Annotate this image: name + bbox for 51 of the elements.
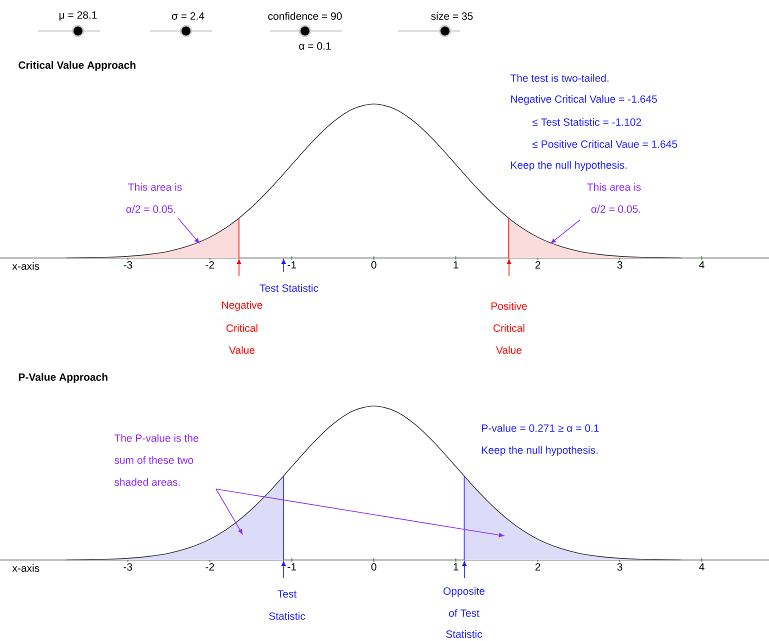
annotation: Negative Critical Value = -1.645: [511, 95, 657, 105]
annotation: ≤ Positive Critical Vaue = 1.645: [532, 140, 678, 148]
annotation: α/2 = 0.05.: [126, 205, 176, 213]
annotation: The P-value is the: [114, 434, 198, 442]
x-tick-label: 4: [699, 261, 704, 268]
chart-title: Critical Value Approach: [18, 61, 136, 71]
text: confidence = 90: [268, 12, 342, 20]
x-tick-label: 0: [371, 261, 376, 269]
annotation: P-value = 0.271 ≥ α = 0.1: [482, 424, 599, 432]
x-tick-label: 0: [371, 563, 376, 571]
text: Test Statistic: [260, 284, 318, 292]
text: Critical: [493, 324, 524, 332]
x-axis-title: x-axis: [12, 564, 40, 572]
text: Value: [496, 346, 522, 354]
text: Positive: [491, 302, 527, 310]
text: α = 0.1: [299, 42, 331, 50]
text: size = 35: [431, 12, 473, 20]
x-tick-label: 2: [535, 563, 540, 571]
text: The test is two-tailed.: [510, 74, 608, 82]
annotation: This area is: [128, 183, 182, 191]
x-tick-label: -2: [206, 563, 214, 571]
x-tick-label: 1: [454, 261, 458, 268]
x-tick-label: -2: [206, 261, 214, 269]
annotation: ≤ Test Statistic = -1.102: [532, 118, 642, 126]
x-tick-label: 1: [454, 563, 458, 570]
text: Test: [278, 590, 297, 598]
annotation: α/2 = 0.05.: [591, 205, 640, 213]
text: μ = 28.1: [59, 11, 97, 21]
x-tick-label: 2: [535, 261, 540, 269]
text: σ = 2.4: [172, 12, 204, 20]
text: of Test: [448, 609, 480, 617]
chart-title: P-Value Approach: [18, 373, 108, 383]
x-axis-title: x-axis: [12, 262, 40, 270]
x-tick-label: -3: [124, 563, 132, 571]
x-tick-label: -3: [124, 261, 132, 269]
text: Statistic: [446, 630, 482, 638]
text: Value: [229, 346, 255, 354]
annotation: Keep the null hypothesis.: [482, 446, 598, 456]
text: Critical: [226, 324, 258, 332]
x-tick-label: 3: [617, 563, 622, 571]
annotation: sum of these two: [114, 456, 194, 464]
x-tick-label: -1: [288, 261, 296, 268]
text: Statistic: [269, 612, 306, 620]
text: Negative: [222, 301, 262, 311]
annotation: shaded areas.: [114, 478, 180, 486]
annotation: This area is: [587, 183, 641, 191]
x-tick-label: 4: [699, 563, 704, 570]
x-tick-label: -1: [288, 563, 296, 570]
text: Opposite: [443, 587, 485, 597]
annotation: Keep the null hypothesis.: [511, 161, 627, 171]
x-tick-label: 3: [617, 261, 622, 269]
